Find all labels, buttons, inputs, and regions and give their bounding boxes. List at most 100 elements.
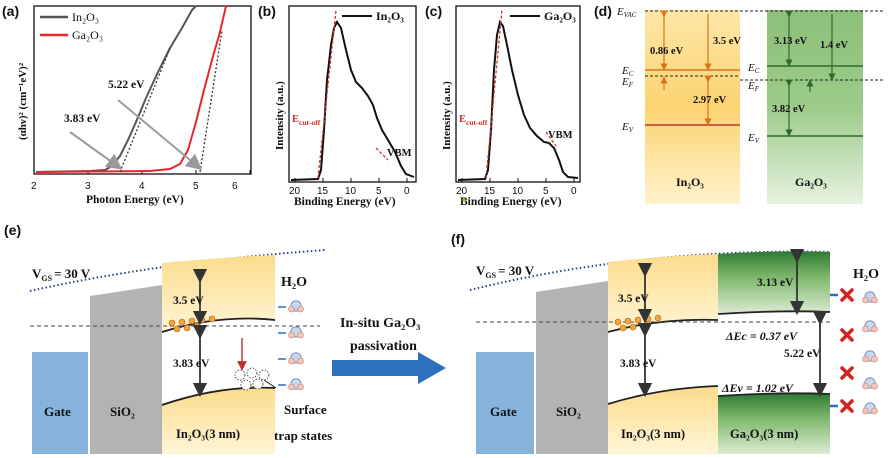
e-conduction-region (162, 255, 275, 332)
f-h2o-blocked (862, 291, 878, 415)
f-sio2-label: SiO₂ (556, 404, 581, 419)
e-gate-label: Gate (44, 404, 71, 419)
f-h2o-arrows (830, 293, 838, 408)
c-legend: Ga₂O₃ (544, 9, 576, 23)
b-annot-ecut: Ecut-off (292, 114, 321, 127)
f-in2o3-cb-region (608, 254, 718, 332)
panel-c-label: (c) (425, 3, 442, 19)
c-dot (462, 198, 466, 202)
f-in2o3-ev (607, 385, 719, 405)
b-vbm-fit (375, 147, 389, 161)
panel-d: (d) EVAC EC EF EV 0.86 eV 3.5 eV 2.97 eV… (594, 3, 883, 204)
arrow-label-2: passivation (350, 339, 417, 354)
b-spectrum (290, 20, 415, 181)
panel-f: (f) VGS = 30 V Gate SiO₂ In₂O₃(3 nm) Ga₂O… (451, 231, 879, 454)
a-xtick-3: 5 (193, 181, 199, 192)
f-barrier-label-2: 3.13 eV (757, 277, 794, 289)
c-xlabel: Binding Energy (eV) (460, 196, 562, 208)
b-legend: In₂O₃ (376, 9, 404, 23)
a-arrow-522 (117, 99, 203, 171)
c-xtick-1: 15 (484, 186, 496, 197)
panel-b-axes (288, 5, 417, 183)
f-delta-ec: ΔEc = 0.37 eV (725, 329, 798, 343)
e-h2o-1 (288, 300, 304, 313)
a-xtick-0: 2 (31, 181, 37, 192)
d-ga-val-1: 1.4 eV (820, 40, 848, 51)
a-xtick-2: 4 (139, 181, 145, 192)
a-annot-522: 5.22 eV (108, 79, 145, 91)
d-in-val-2: 2.97 eV (693, 95, 727, 106)
b-annot-vbm: VBM (387, 148, 412, 159)
c-xtick-3: 5 (543, 186, 549, 197)
b-xtick-1: 15 (317, 186, 329, 197)
f-channel-label-1: In₂O₃(3 nm) (621, 427, 685, 441)
e-h2o-4 (288, 378, 304, 391)
d-in2o3-label: In₂O₃ (676, 175, 704, 189)
c-xtick-4: 0 (571, 186, 577, 197)
c-xtick-0: 20 (456, 186, 468, 197)
c-ylabel: Intensity (a.u.) (441, 81, 453, 150)
f-sio2 (536, 281, 608, 454)
c-vbm-fit (545, 131, 557, 147)
f-gap-label-2: 5.22 eV (784, 348, 821, 360)
a-curve-ga2o3 (35, 5, 227, 173)
passivation-arrow: In-situ Ga₂O₃ passivation (332, 316, 446, 384)
a-xlabel: Photon Energy (eV) (86, 194, 184, 206)
d-ga-ef-label: EF (747, 80, 760, 93)
f-vgs: VGS = 30 V (476, 263, 535, 280)
d-ga2o3-label: Ga₂O₃ (795, 175, 827, 189)
d-ef-label: EF (621, 76, 634, 89)
panel-b: (b) 20 15 10 5 0 Binding Energy (eV) Int… (258, 3, 417, 208)
a-legend-in2o3: In₂O₃ (72, 10, 99, 24)
b-xlabel: Binding Energy (eV) (294, 196, 396, 208)
e-vgs: VGS = 30 V (32, 266, 91, 283)
c-xtick-2: 10 (512, 186, 524, 197)
d-in-val-1: 3.5 eV (713, 36, 741, 47)
d-ga-ev-label: EV (747, 132, 760, 145)
panel-a-label: (a) (2, 3, 19, 19)
d-ga-ec-label: EC (747, 62, 760, 75)
e-gap-label: 3.83 eV (173, 358, 210, 370)
f-gate-label: Gate (490, 404, 517, 419)
b-xtick-0: 20 (289, 186, 301, 197)
e-h2o-2 (288, 326, 304, 339)
a-xtick-4: 6 (232, 181, 238, 192)
d-ga-val-0: 3.13 eV (774, 36, 808, 47)
f-gate (476, 352, 534, 454)
e-trap-label-1: Surface (284, 402, 327, 417)
f-barrier-label-1: 3.5 eV (618, 293, 649, 305)
panel-c: (c) 20 15 10 5 0 Binding Energy (eV) Int… (425, 3, 581, 208)
c-annot-ecut: Ecut-off (459, 114, 488, 127)
panel-f-label: (f) (451, 231, 465, 247)
panel-b-label: (b) (258, 3, 276, 19)
d-ev-label: EV (621, 121, 634, 134)
c-spectrum (457, 19, 579, 181)
a-curve-in2o3 (35, 5, 197, 173)
c-annot-vbm: VBM (548, 130, 573, 141)
b-ylabel: Intensity (a.u.) (274, 81, 286, 150)
b-cutoff-fit (317, 9, 337, 179)
panel-a: (a) 2 3 4 5 6 Photon Energy (eV) (αhν)² … (2, 3, 252, 206)
f-block-crosses (840, 288, 854, 413)
b-xtick-2: 10 (345, 186, 357, 197)
e-sio2 (90, 285, 162, 454)
f-gap-label-1: 3.83 eV (620, 358, 657, 370)
arrow-label-1: In-situ Ga₂O₃ (340, 316, 420, 331)
d-evac: EVAC (616, 6, 637, 19)
f-delta-ev: ΔEv = 1.02 eV (721, 381, 794, 395)
e-trap-label-2: trap states (274, 428, 332, 443)
e-h2o-label: H₂O (281, 275, 307, 290)
d-ga-val-2: 3.82 eV (772, 104, 806, 115)
e-channel (162, 387, 275, 454)
e-ev-curve (161, 386, 276, 406)
a-legend-ga2o3: Ga₂O₃ (72, 28, 103, 42)
f-ga2o3-channel (718, 393, 830, 454)
e-channel-label: In₂O₃(3 nm) (176, 427, 240, 441)
e-h2o-3 (288, 352, 304, 365)
panel-d-label: (d) (594, 3, 612, 19)
f-h2o-label: H₂O (853, 267, 879, 282)
d-ga2o3-block (767, 10, 863, 204)
a-arrow-383 (69, 131, 123, 170)
b-xtick-4: 0 (404, 186, 410, 197)
